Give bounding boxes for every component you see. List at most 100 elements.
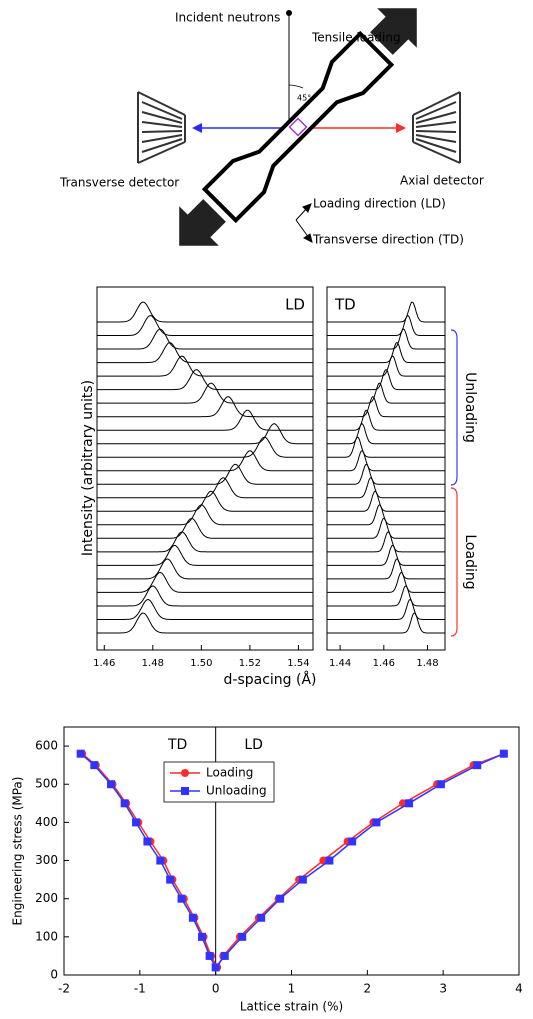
y-axis-label: Engineering stress (MPa) — [11, 777, 25, 926]
diffraction-peak — [97, 315, 313, 336]
y-axis-label: Intensity (arbitrary units) — [80, 380, 96, 556]
arrow-head — [396, 123, 406, 133]
x-tick-label: 1.48 — [142, 658, 164, 669]
data-point — [220, 951, 229, 960]
x-tick-label: -1 — [134, 982, 146, 996]
diffraction-peak — [97, 382, 313, 404]
gauge-volume — [288, 117, 308, 137]
data-point — [76, 749, 85, 758]
legend-label: Unloading — [206, 784, 267, 798]
diffraction-peak — [97, 585, 313, 607]
diffraction-peak — [97, 517, 313, 539]
x-axis-label: d-spacing (Å) — [224, 671, 317, 688]
plot-frame — [96, 286, 314, 651]
y-tick-label: 400 — [35, 815, 58, 829]
panel-title: LD — [285, 296, 305, 314]
data-point — [143, 837, 152, 846]
dog-bone — [201, 30, 395, 224]
phase-bracket — [450, 329, 458, 486]
data-point — [198, 932, 207, 941]
diffraction-peak — [97, 396, 313, 418]
data-point — [473, 761, 482, 770]
transverse-detector — [137, 91, 186, 164]
diffraction-peak — [97, 558, 313, 580]
diffraction-peak — [327, 396, 445, 418]
diffraction-peak — [97, 545, 313, 566]
diffraction-peak — [327, 328, 445, 350]
diffraction-peak — [327, 599, 445, 620]
label: Loading direction (LD) — [313, 197, 446, 211]
direction-axes — [295, 203, 313, 243]
panel-title: TD — [334, 296, 356, 314]
diffraction-peak — [97, 477, 313, 499]
legend-label: Loading — [206, 766, 253, 780]
plot-frame — [326, 286, 446, 651]
x-tick-label: 1.50 — [190, 658, 212, 669]
diffraction-peak — [97, 598, 313, 620]
region-label: TD — [167, 737, 187, 753]
x-tick-label: 3 — [439, 982, 447, 996]
x-tick-label: 1.44 — [329, 658, 351, 669]
data-point — [436, 780, 445, 789]
label: Tensile loading — [311, 31, 401, 45]
specimen — [179, 8, 417, 246]
label: Incident neutrons — [175, 11, 280, 25]
diffraction-peak — [327, 382, 445, 404]
phase-label: Loading — [462, 534, 478, 589]
diffraction-peak — [327, 490, 445, 512]
diffraction-peak — [97, 463, 313, 485]
diffraction-peak — [327, 436, 445, 458]
x-axis-label: Lattice strain (%) — [240, 1000, 343, 1014]
x-tick-label: 1 — [288, 982, 296, 996]
label: 45° — [297, 94, 311, 103]
load-arrow — [370, 8, 417, 55]
diffraction-peak — [327, 531, 445, 553]
angle-arc — [288, 84, 304, 89]
diffraction-peak — [97, 612, 313, 634]
data-point — [166, 875, 175, 884]
x-tick-label: 4 — [515, 982, 523, 996]
diffraction-peak — [97, 571, 313, 593]
region-label: LD — [244, 737, 263, 753]
legend-marker — [181, 769, 189, 777]
diffraction-peak — [97, 504, 313, 526]
data-point — [177, 894, 186, 903]
data-point — [372, 818, 381, 827]
x-tick-label: -2 — [58, 982, 70, 996]
data-point — [499, 749, 508, 758]
data-point — [211, 963, 220, 972]
data-point — [107, 780, 116, 789]
diffraction-peak — [97, 328, 313, 350]
phase-bracket — [450, 487, 458, 637]
diffraction-peak — [327, 342, 445, 364]
diffraction-peak — [327, 571, 445, 593]
diffraction-peak — [97, 355, 313, 377]
diffraction-peak — [97, 342, 313, 364]
y-tick-label: 100 — [35, 929, 58, 943]
diffraction-peak — [327, 558, 445, 580]
data-point — [188, 913, 197, 922]
diffraction-peak — [327, 315, 445, 336]
data-point — [238, 932, 247, 941]
axial-detector — [412, 91, 461, 164]
legend-marker — [181, 787, 189, 795]
y-tick-label: 200 — [35, 891, 58, 905]
data-point — [325, 856, 334, 865]
data-point — [90, 761, 99, 770]
x-tick-label: 2 — [364, 982, 372, 996]
diffraction-peak — [327, 368, 445, 391]
diffraction-peak — [97, 409, 313, 431]
diffraction-peak — [97, 490, 313, 512]
data-point — [132, 818, 141, 827]
diffraction-peak — [327, 477, 445, 499]
x-tick-label: 0 — [212, 982, 220, 996]
data-point — [276, 894, 285, 903]
diffraction-peak — [97, 369, 313, 391]
diffraction-peak — [327, 450, 445, 472]
y-tick-label: 0 — [50, 968, 58, 982]
diffraction-peak — [327, 463, 445, 485]
x-tick-label: 1.54 — [287, 658, 309, 669]
diffraction-peak — [97, 423, 313, 445]
plot-frame — [63, 726, 520, 976]
label: Transverse detector — [59, 176, 179, 190]
